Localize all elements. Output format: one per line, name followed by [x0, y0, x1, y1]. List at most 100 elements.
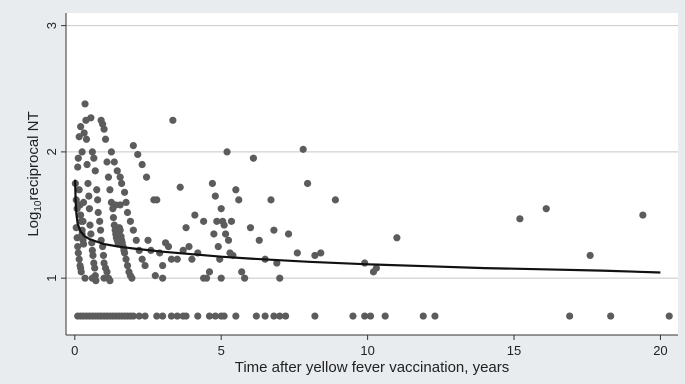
data-point-175	[100, 274, 108, 282]
data-point-151	[249, 154, 258, 162]
data-point-103	[141, 261, 149, 270]
y-axis-title-log: Log	[25, 212, 42, 237]
data-point-173	[200, 274, 208, 282]
data-point-13	[73, 234, 81, 242]
data-point-65	[104, 173, 113, 181]
data-point-100	[132, 236, 140, 244]
data-point-69	[109, 213, 118, 222]
data-point-44	[88, 148, 96, 156]
data-point-95	[120, 188, 129, 196]
data-point-119	[169, 116, 177, 124]
data-point-113	[153, 196, 161, 204]
data-point-121	[176, 183, 184, 191]
fit-curve	[74, 179, 661, 274]
y-tick-label-1: 2	[44, 148, 59, 155]
data-point-37	[91, 264, 99, 272]
data-point-91	[110, 158, 118, 166]
data-point-21	[79, 217, 87, 225]
data-point-227	[607, 312, 615, 320]
data-point-167	[372, 264, 380, 272]
data-point-22	[79, 198, 88, 207]
y-axis: 1 2 3	[44, 13, 67, 335]
data-point-96	[122, 198, 130, 207]
data-point-157	[276, 274, 284, 282]
data-point-51	[96, 226, 105, 234]
data-point-207	[182, 312, 190, 320]
data-point-160	[299, 145, 307, 153]
data-point-125	[188, 255, 196, 263]
y-axis-title: Log10reciprocal NT	[25, 111, 44, 236]
data-point-174	[151, 272, 159, 280]
data-point-19	[77, 268, 85, 276]
data-point-128	[200, 217, 208, 225]
data-point-222	[366, 312, 375, 320]
data-point-130	[205, 268, 214, 276]
data-point-59	[106, 277, 114, 285]
x-axis-title: Time after yellow fever vaccination, yea…	[235, 359, 510, 376]
data-point-155	[270, 226, 278, 234]
data-point-4	[74, 154, 82, 162]
x-tick-label-3: 15	[507, 343, 521, 358]
data-point-46	[91, 167, 99, 175]
data-point-35	[89, 251, 97, 260]
data-points	[71, 100, 673, 320]
x-tick-label-0: 0	[71, 343, 78, 358]
x-tick-label-4: 20	[653, 343, 667, 358]
data-point-218	[282, 312, 290, 320]
data-point-170	[542, 205, 550, 213]
data-point-135	[214, 243, 222, 251]
data-point-23	[80, 129, 88, 137]
data-point-137	[217, 205, 225, 213]
data-point-105	[134, 150, 142, 159]
data-point-107	[142, 173, 151, 181]
data-point-109	[116, 201, 124, 209]
data-point-178	[159, 274, 167, 282]
data-point-131	[208, 179, 217, 188]
data-point-27	[83, 160, 91, 169]
data-point-140	[221, 230, 230, 238]
data-point-62	[100, 125, 108, 133]
data-point-31	[86, 221, 94, 229]
data-point-106	[138, 160, 146, 169]
y-axis-title-subscript: 10	[33, 200, 44, 212]
data-point-220	[349, 312, 357, 320]
data-point-200	[135, 312, 143, 320]
data-point-30	[85, 205, 94, 213]
data-point-177	[88, 274, 96, 282]
data-point-221	[361, 312, 369, 320]
data-point-14	[74, 243, 82, 251]
data-point-150	[246, 224, 255, 232]
data-point-99	[129, 226, 137, 234]
data-point-78	[116, 226, 124, 234]
data-point-93	[116, 173, 124, 181]
data-point-117	[164, 243, 173, 251]
data-point-202	[153, 312, 161, 320]
data-point-49	[94, 208, 102, 217]
data-point-215	[261, 312, 269, 320]
data-point-144	[227, 217, 236, 225]
data-point-148	[238, 268, 246, 276]
data-point-205	[173, 312, 181, 320]
data-point-164	[331, 196, 339, 204]
data-point-3	[74, 163, 82, 171]
data-point-43	[87, 114, 95, 122]
data-point-54	[99, 251, 108, 260]
data-point-141	[223, 148, 231, 156]
data-point-147	[235, 196, 243, 204]
data-point-168	[393, 234, 401, 242]
x-tick-label-1: 5	[218, 343, 225, 358]
data-point-225	[431, 312, 439, 320]
data-point-66	[106, 186, 114, 194]
data-point-139	[220, 221, 228, 229]
data-point-163	[317, 249, 325, 257]
data-point-98	[126, 217, 135, 225]
data-point-85	[122, 255, 130, 263]
data-point-123	[182, 224, 190, 232]
x-axis: 0 5 10 15 20	[66, 334, 678, 358]
data-point-162	[311, 251, 319, 260]
data-point-214	[252, 312, 260, 320]
data-point-134	[213, 217, 221, 225]
data-point-210	[211, 312, 219, 320]
data-point-169	[516, 215, 524, 223]
